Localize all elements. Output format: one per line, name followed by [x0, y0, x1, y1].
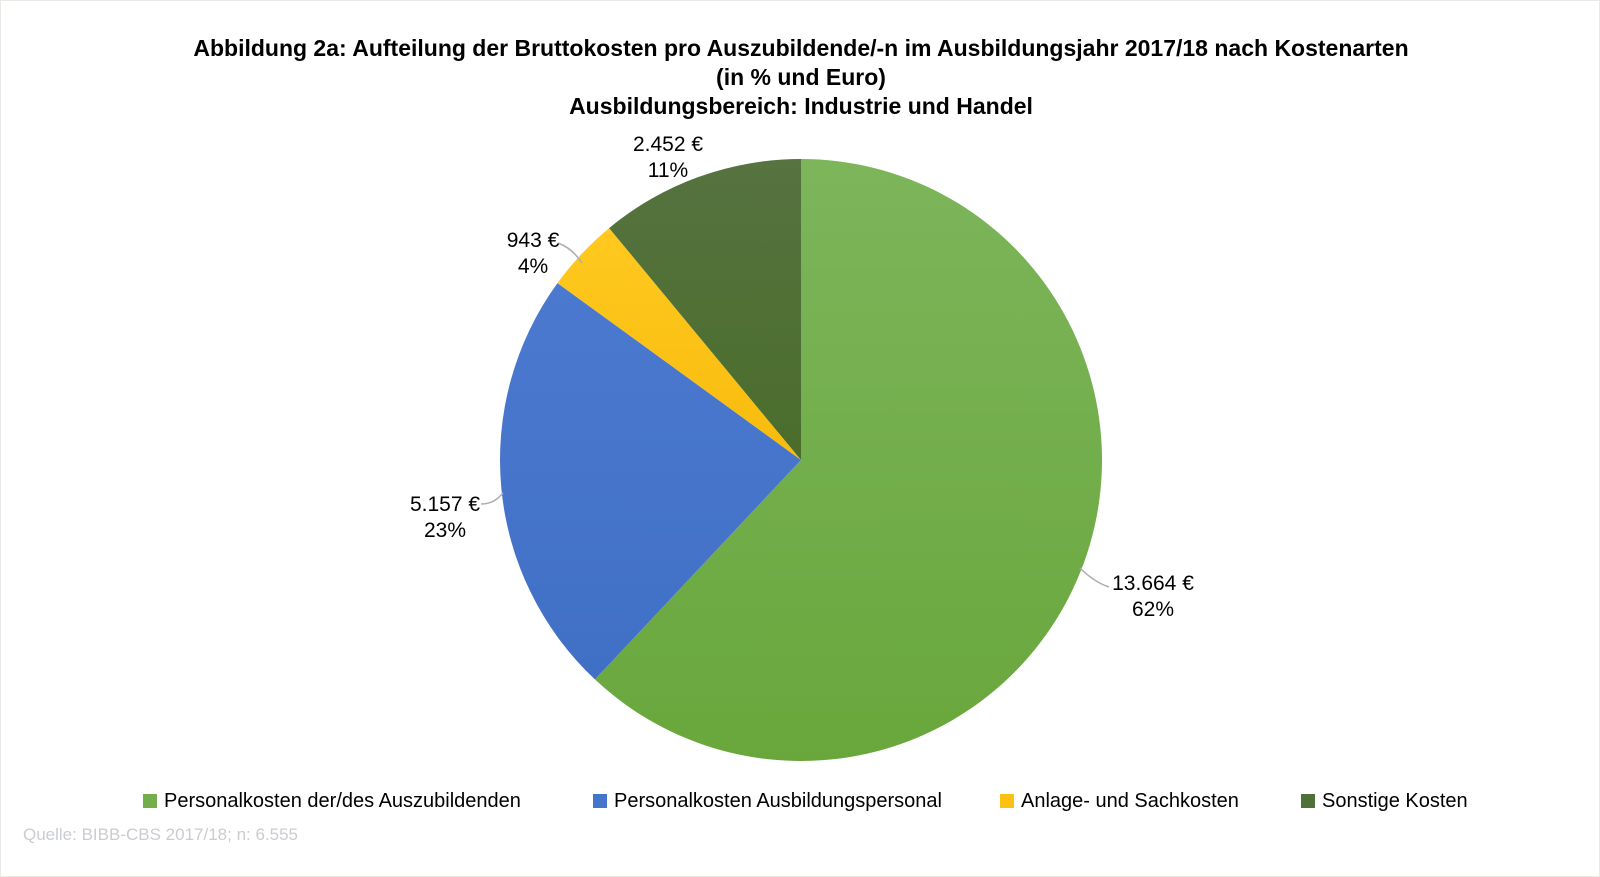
legend-item-sonstige-kosten: Sonstige Kosten — [1301, 788, 1468, 814]
data-label-anlage-sachkosten: 943 € 4% — [507, 228, 560, 280]
legend-item-auszubildenden: Personalkosten der/des Auszubildenden — [143, 788, 521, 814]
pie-slice-1 — [500, 283, 801, 680]
data-label-percent: 62% — [1131, 598, 1175, 621]
data-label-sonstige-kosten: 2.452 € 11% — [633, 132, 703, 184]
data-label-percent: 23% — [423, 519, 467, 542]
leader-line-auszubildenden — [1079, 567, 1110, 588]
chart-title-line-2: (in % und Euro) — [716, 64, 886, 90]
legend-color-swatch — [1301, 794, 1315, 808]
legend-label: Personalkosten Ausbildungspersonal — [614, 790, 942, 812]
data-label-value: 943 € — [506, 229, 560, 252]
pie-slice-2 — [557, 228, 801, 460]
data-label-percent: 4% — [517, 255, 549, 278]
chart-title-line-1: Abbildung 2a: Aufteilung der Bruttokoste… — [193, 35, 1409, 61]
legend-item-anlage-sachkosten: Anlage- und Sachkosten — [1000, 788, 1239, 814]
leader-line-ausbildungspersonal — [480, 492, 504, 505]
legend-color-swatch — [1000, 794, 1014, 808]
legend-item-ausbildungspersonal: Personalkosten Ausbildungspersonal — [593, 788, 942, 814]
data-label-value: 5.157 € — [409, 493, 481, 516]
pie-slice-0 — [594, 159, 1102, 762]
legend-label: Sonstige Kosten — [1322, 790, 1468, 812]
chart-title-line-3: Ausbildungsbereich: Industrie und Handel — [569, 93, 1033, 119]
legend-label: Personalkosten der/des Auszubildenden — [164, 790, 521, 812]
leader-line-anlage-sachkosten — [557, 242, 583, 264]
data-label-value: 13.664 € — [1112, 572, 1194, 595]
legend-color-swatch — [143, 794, 157, 808]
chart-title: Abbildung 2a: Aufteilung der Bruttokoste… — [1, 34, 1599, 121]
legend-label: Anlage- und Sachkosten — [1021, 790, 1239, 812]
data-label-auszubildenden: 13.664 € 62% — [1112, 571, 1194, 623]
source-note: Quelle: BIBB-CBS 2017/18; n: 6.555 — [23, 825, 299, 844]
data-label-percent: 11% — [647, 159, 689, 182]
pie-slice-3 — [609, 159, 801, 460]
data-label-ausbildungspersonal: 5.157 € 23% — [410, 492, 480, 544]
data-label-value: 2.452 € — [632, 133, 704, 156]
legend-color-swatch — [593, 794, 607, 808]
